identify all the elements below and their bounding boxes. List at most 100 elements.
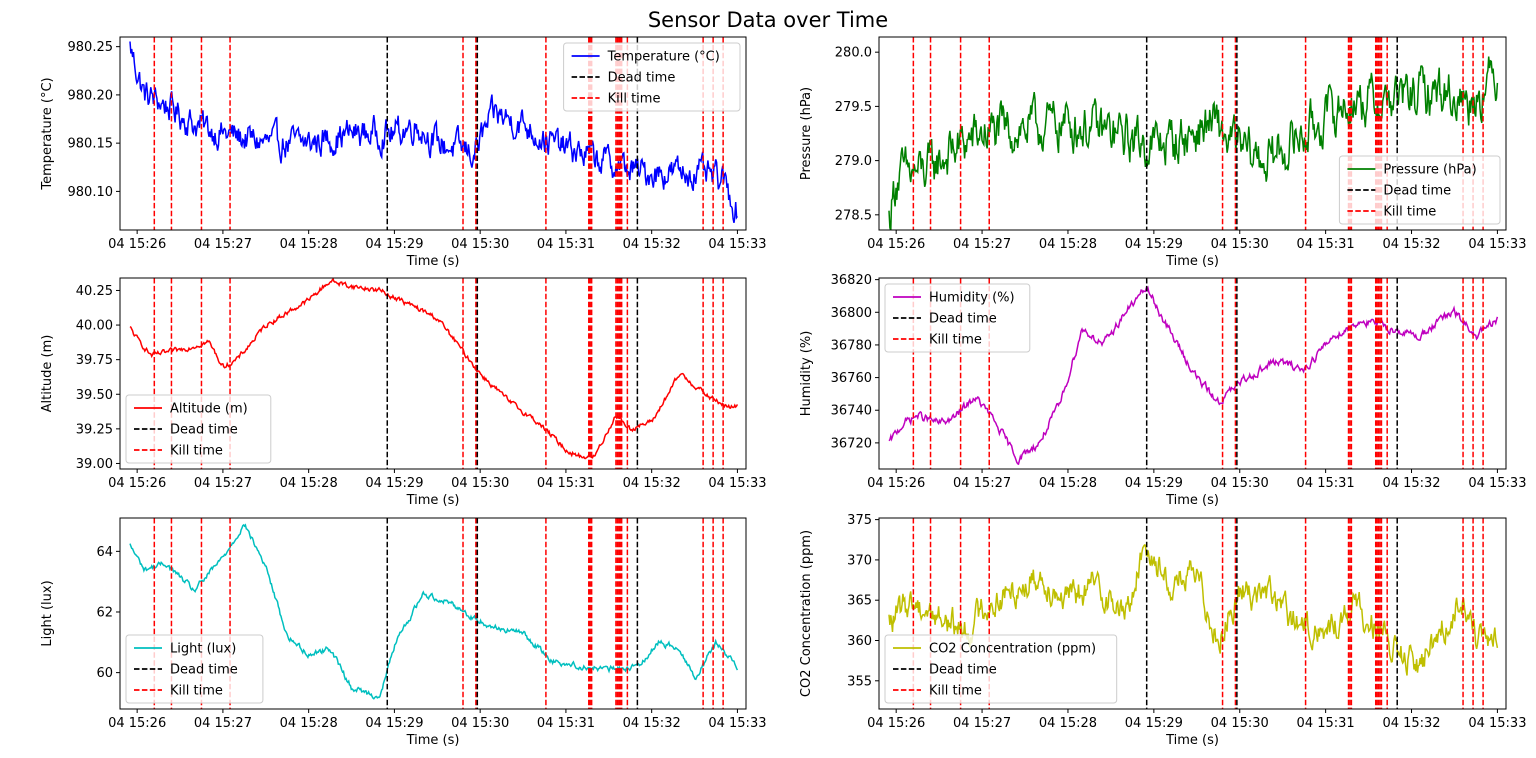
legend-entry: Dead time bbox=[170, 423, 238, 438]
y-tick-label: 39.25 bbox=[76, 422, 113, 437]
x-axis-label: Time (s) bbox=[1165, 254, 1219, 269]
x-axis-label: Time (s) bbox=[406, 493, 460, 508]
x-tick-label: 04 15:32 bbox=[623, 716, 681, 731]
x-tick-label: 04 15:27 bbox=[194, 237, 252, 252]
subplot-2: 04 15:26 04 15:27 04 15:28 04 15:29 04 15:30… bbox=[799, 36, 1526, 269]
x-tick-label: 04 15:30 bbox=[1211, 237, 1269, 252]
y-tick-label: 36820 bbox=[831, 273, 872, 288]
subplot-5: 04 15:26 04 15:27 04 15:28 04 15:29 04 15:30… bbox=[40, 517, 766, 748]
x-tick-label: 04 15:28 bbox=[280, 716, 338, 731]
legend-entry: Dead time bbox=[929, 312, 997, 327]
y-axis-label: Light (lux) bbox=[40, 580, 55, 646]
series-line-altitude bbox=[129, 278, 739, 460]
x-tick-label: 04 15:33 bbox=[1468, 237, 1526, 252]
y-tick-label: 36800 bbox=[831, 306, 872, 321]
y-axis-label: Pressure (hPa) bbox=[799, 87, 814, 180]
series-line-temperature bbox=[129, 41, 739, 223]
y-tick-label: 980.10 bbox=[68, 185, 114, 200]
y-tick-label: 980.15 bbox=[68, 137, 114, 152]
legend-entry: Dead time bbox=[1383, 184, 1451, 199]
x-tick-label: 04 15:26 bbox=[867, 237, 925, 252]
y-tick-label: 365 bbox=[847, 594, 872, 609]
y-tick-label: 36760 bbox=[831, 371, 872, 386]
y-tick-label: 36740 bbox=[831, 404, 872, 419]
axes-frame bbox=[878, 36, 1507, 231]
legend-entry: CO2 Concentration (ppm) bbox=[929, 642, 1096, 657]
y-tick-label: 64 bbox=[96, 545, 113, 560]
legend: Altitude (m) Dead time Kill time bbox=[125, 394, 272, 464]
x-tick-label: 04 15:32 bbox=[623, 237, 681, 252]
x-tick-label: 04 15:32 bbox=[623, 476, 681, 491]
x-tick-label: 04 15:31 bbox=[1297, 476, 1355, 491]
x-tick-label: 04 15:27 bbox=[953, 476, 1011, 491]
legend-entry: Dead time bbox=[929, 663, 997, 678]
legend: CO2 Concentration (ppm) Dead time Kill tim… bbox=[884, 634, 1118, 704]
y-tick-label: 62 bbox=[96, 605, 113, 620]
y-tick-label: 36780 bbox=[831, 338, 872, 353]
x-tick-label: 04 15:27 bbox=[194, 716, 252, 731]
y-axis-label: Humidity (%) bbox=[799, 331, 814, 417]
legend-box bbox=[884, 634, 1118, 704]
legend: Light (lux) Dead time Kill time bbox=[125, 634, 264, 704]
legend-entry: Kill time bbox=[929, 684, 982, 699]
y-tick-label: 360 bbox=[847, 634, 872, 649]
axes-frame bbox=[119, 277, 747, 470]
y-tick-label: 980.25 bbox=[68, 40, 114, 55]
x-tick-label: 04 15:26 bbox=[867, 716, 925, 731]
x-tick-label: 04 15:27 bbox=[194, 476, 252, 491]
x-tick-label: 04 15:30 bbox=[451, 237, 509, 252]
axes-frame bbox=[119, 517, 747, 710]
subplot-4: 04 15:26 04 15:27 04 15:28 04 15:29 04 15:30… bbox=[799, 273, 1526, 508]
x-tick-label: 04 15:30 bbox=[1211, 716, 1269, 731]
x-tick-label: 04 15:26 bbox=[108, 237, 166, 252]
legend-box bbox=[563, 42, 741, 112]
x-tick-label: 04 15:29 bbox=[1125, 716, 1183, 731]
x-axis-label: Time (s) bbox=[406, 254, 460, 269]
x-axis-label: Time (s) bbox=[1165, 493, 1219, 508]
x-tick-label: 04 15:26 bbox=[867, 476, 925, 491]
legend-box bbox=[125, 634, 264, 704]
y-tick-label: 980.20 bbox=[68, 88, 114, 103]
subplot-1: 04 15:26 04 15:27 04 15:28 04 15:29 04 15:30… bbox=[40, 36, 766, 269]
axes-frame bbox=[878, 517, 1507, 710]
x-tick-label: 04 15:31 bbox=[537, 716, 595, 731]
x-tick-label: 04 15:31 bbox=[1297, 716, 1355, 731]
x-tick-label: 04 15:28 bbox=[1039, 716, 1097, 731]
axes-frame bbox=[878, 277, 1507, 470]
y-tick-label: 36720 bbox=[831, 436, 872, 451]
x-tick-label: 04 15:29 bbox=[1125, 476, 1183, 491]
legend-entry: Kill time bbox=[608, 92, 661, 107]
legend-entry: Light (lux) bbox=[170, 642, 236, 657]
x-tick-label: 04 15:29 bbox=[365, 237, 423, 252]
y-tick-label: 370 bbox=[847, 553, 872, 568]
y-tick-label: 279.5 bbox=[835, 100, 872, 115]
series-line-pressure bbox=[888, 56, 1499, 230]
x-tick-label: 04 15:29 bbox=[365, 476, 423, 491]
y-tick-label: 60 bbox=[96, 666, 113, 681]
legend-box bbox=[1338, 155, 1501, 225]
y-tick-label: 40.25 bbox=[76, 284, 113, 299]
legend-entry: Altitude (m) bbox=[170, 402, 248, 417]
y-tick-label: 278.5 bbox=[835, 208, 872, 223]
x-tick-label: 04 15:28 bbox=[280, 237, 338, 252]
legend-entry: Pressure (hPa) bbox=[1383, 163, 1476, 178]
x-tick-label: 04 15:30 bbox=[1211, 476, 1269, 491]
x-tick-label: 04 15:33 bbox=[708, 476, 766, 491]
x-axis-label: Time (s) bbox=[1165, 733, 1219, 748]
x-tick-label: 04 15:30 bbox=[451, 716, 509, 731]
y-tick-label: 375 bbox=[847, 513, 872, 528]
series-line-humidity bbox=[888, 285, 1499, 466]
x-tick-label: 04 15:33 bbox=[708, 716, 766, 731]
legend-entry: Kill time bbox=[170, 684, 223, 699]
x-tick-label: 04 15:31 bbox=[537, 237, 595, 252]
x-tick-label: 04 15:31 bbox=[1297, 237, 1355, 252]
x-tick-label: 04 15:33 bbox=[1468, 476, 1526, 491]
y-tick-label: 39.00 bbox=[76, 457, 113, 472]
legend-entry: Temperature (°C) bbox=[607, 50, 720, 65]
x-tick-label: 04 15:33 bbox=[708, 237, 766, 252]
y-axis-label: Temperature (°C) bbox=[40, 77, 55, 190]
legend-entry: Dead time bbox=[608, 71, 676, 86]
x-tick-label: 04 15:30 bbox=[451, 476, 509, 491]
